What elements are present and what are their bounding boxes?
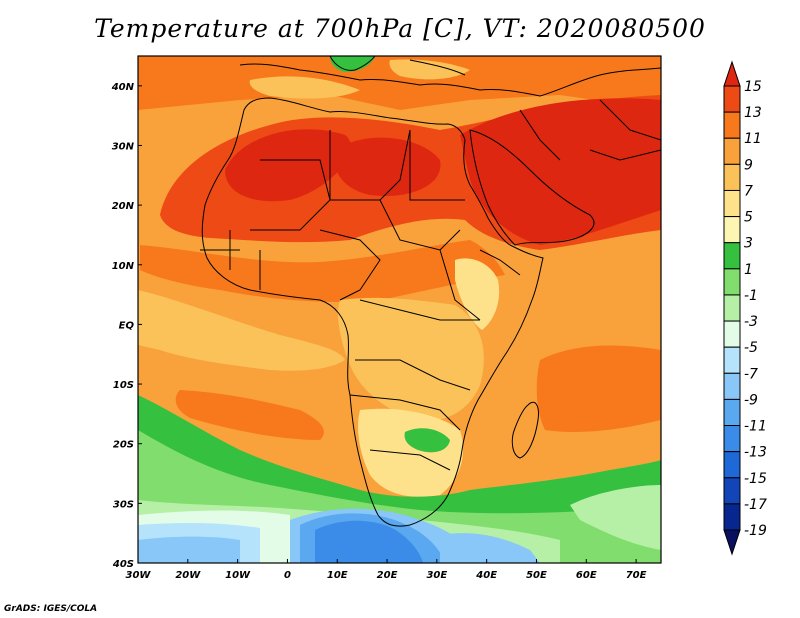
lat-tick-label: 30S — [113, 499, 134, 510]
colorbar-swatch — [723, 268, 741, 296]
colorbar-swatch — [723, 503, 741, 531]
latitude-ticks: 40N 30N 20N 10N EQ 10S 20S 30S 40S — [111, 82, 142, 570]
colorbar-label: -19 — [744, 523, 767, 539]
colorbar-swatch — [723, 477, 741, 505]
lat-tick-label: 20S — [113, 440, 134, 451]
lat-tick-label: 40S — [112, 559, 134, 570]
lon-tick-label: 20W — [175, 570, 201, 581]
longitude-ticks: 30W 20W 10W 0 10E 20E 30E 40E 50E 60E 70E — [126, 559, 647, 581]
map-title: Temperature at 700hPa [C], VT: 202008050… — [94, 14, 706, 43]
lat-tick-label: 10S — [113, 380, 134, 391]
colorbar-label: -7 — [744, 366, 758, 382]
colorbar-swatch — [723, 372, 741, 400]
colorbar-swatch — [723, 216, 741, 244]
colorbar-label: -15 — [744, 471, 767, 487]
colorbar-label: 13 — [744, 105, 762, 121]
colorbar: 15 13 11 9 7 5 3 1 -1 -3 -5 -7 -9 -11 -13 -15 -17 -19 — [723, 60, 767, 556]
colorbar-label: 1 — [744, 262, 753, 278]
colorbar-swatch — [723, 137, 741, 165]
colorbar-label: -17 — [744, 497, 767, 513]
colorbar-bottom-arrow — [723, 529, 741, 556]
lon-tick-label: 30W — [126, 570, 152, 581]
colorbar-swatch — [723, 346, 741, 374]
colorbar-label: 11 — [744, 131, 762, 147]
colorbar-label: 5 — [744, 210, 753, 226]
lon-tick-label: 40E — [475, 570, 497, 581]
lon-tick-label: 70E — [626, 570, 647, 581]
lon-tick-label: 20E — [377, 570, 398, 581]
colorbar-label: -1 — [744, 288, 758, 304]
colorbar-label: -3 — [744, 314, 758, 330]
colorbar-label: 9 — [744, 157, 753, 173]
lon-tick-label: 10E — [327, 570, 348, 581]
colorbar-swatch — [723, 425, 741, 453]
colorbar-swatch — [723, 320, 741, 348]
colorbar-swatch — [723, 163, 741, 191]
colorbar-label: 7 — [744, 183, 753, 199]
colorbar-label: -5 — [744, 340, 758, 356]
lat-tick-label: EQ — [119, 320, 135, 331]
lat-tick-label: 30N — [112, 141, 135, 152]
colorbar-swatch — [723, 242, 741, 270]
lat-tick-label: 10N — [112, 261, 135, 272]
colorbar-swatch — [723, 398, 741, 427]
lat-tick-label: 40N — [111, 82, 135, 93]
lon-tick-label: 10W — [225, 570, 251, 581]
lon-tick-label: 30E — [426, 570, 447, 581]
colorbar-label: 3 — [744, 236, 753, 252]
lat-tick-label: 20N — [112, 201, 135, 212]
colorbar-label: -9 — [744, 392, 758, 408]
colorbar-swatch — [723, 189, 741, 218]
colorbar-top-arrow — [723, 60, 741, 87]
colorbar-label: -13 — [744, 445, 767, 461]
grads-credit: GrADS: IGES/COLA — [4, 604, 98, 614]
colorbar-swatch — [723, 294, 741, 322]
colorbar-label: -11 — [744, 419, 767, 435]
map-frame — [137, 55, 662, 564]
lon-tick-label: 50E — [526, 570, 547, 581]
country-borders — [200, 56, 661, 527]
lon-tick-label: 0 — [284, 570, 291, 581]
colorbar-swatch — [723, 451, 741, 479]
lon-tick-label: 60E — [576, 570, 597, 581]
colorbar-swatch — [723, 85, 741, 113]
colorbar-swatch — [723, 111, 741, 139]
colorbar-label: 15 — [744, 79, 762, 95]
